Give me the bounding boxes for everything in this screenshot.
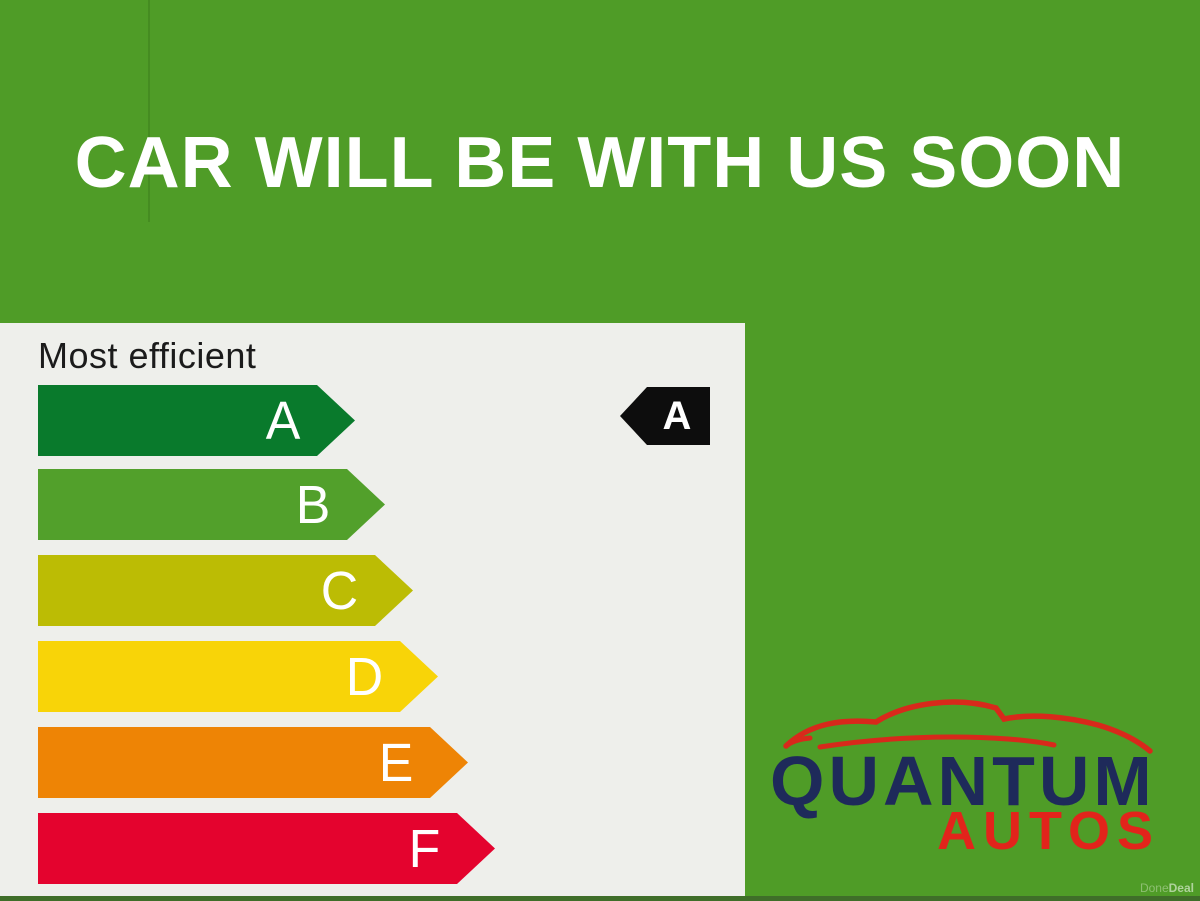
watermark-light: Done [1139,881,1169,895]
current-rating-indicator-arrow: A [620,387,710,445]
rating-letter: B [295,474,331,535]
rating-arrow-b: B [38,469,385,540]
rating-arrow-d: D [38,641,438,712]
rating-arrow-c: C [38,555,413,626]
rating-arrow-a: A [38,385,355,456]
current-rating-letter: A [662,394,692,438]
logo-secondary-text: AUTOS [936,801,1160,861]
rating-letter: F [408,818,441,879]
rating-arrow-e: E [38,727,468,798]
rating-letter: D [345,646,384,707]
headline-text: CAR WILL BE WITH US SOON [74,123,1126,203]
dealer-logo: QUANTUM AUTOS [760,690,1200,875]
rating-letter: C [320,560,359,621]
bottom-edge-strip [0,896,1200,901]
panel-heading: Most efficient [38,335,257,376]
rating-letter: E [378,732,414,793]
energy-efficiency-panel: Most efficient A B C D E F A [0,323,745,896]
watermark-bold: Deal [1168,881,1194,895]
logo-primary-text: QUANTUM [770,742,1156,820]
rating-arrow-f: F [38,813,495,884]
car-outline-icon [783,699,1153,754]
rating-letter: A [265,390,301,451]
watermark: DoneDeal [1140,882,1194,894]
scan-line-artifact [148,0,150,222]
